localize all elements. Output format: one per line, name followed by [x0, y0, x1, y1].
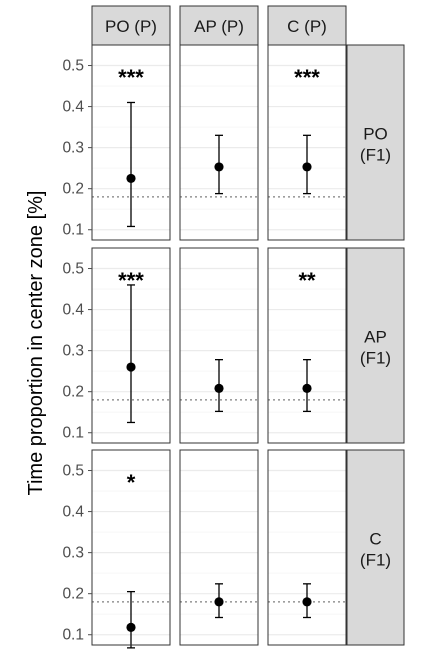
y-tick-label: 0.3	[62, 140, 84, 157]
data-point	[126, 173, 136, 184]
data-point	[126, 362, 136, 372]
facet-panel: ***	[267, 44, 347, 241]
y-tick-label: 0.5	[62, 463, 84, 480]
column-strip	[267, 5, 347, 46]
data-point	[302, 383, 312, 393]
significance-marker: ***	[118, 268, 144, 293]
column-strip-label: AP (P)	[194, 17, 244, 36]
significance-marker: **	[298, 268, 316, 293]
panel-border	[267, 449, 347, 646]
y-tick-label: 0.4	[62, 99, 84, 116]
y-tick-label: 0.3	[62, 545, 84, 562]
significance-marker: ***	[118, 65, 144, 90]
panel-border	[179, 449, 259, 646]
y-tick-label: 0.3	[62, 343, 84, 360]
row-strip-label: (F1)	[360, 551, 391, 570]
facet-panel	[179, 449, 259, 646]
y-tick-label: 0.5	[62, 58, 84, 75]
y-tick-label: 0.1	[62, 425, 84, 442]
facet-panel	[267, 449, 347, 646]
row-strip	[346, 44, 405, 241]
panel-border	[267, 247, 347, 444]
row-strip-label: (F1)	[360, 349, 391, 368]
panel-border	[179, 247, 259, 444]
row-strip-label: PO	[363, 125, 388, 144]
y-tick-label: 0.2	[62, 181, 84, 198]
y-tick-label: 0.1	[62, 222, 84, 239]
row-strip-label: AP	[364, 328, 387, 347]
data-point	[126, 622, 136, 632]
y-tick-label: 0.2	[62, 384, 84, 401]
y-tick-label: 0.5	[62, 261, 84, 278]
row-strip-label: (F1)	[360, 146, 391, 165]
panel-border	[91, 449, 171, 646]
facet-panel	[179, 44, 259, 241]
data-point	[302, 162, 312, 172]
column-strip-label: PO (P)	[105, 17, 157, 36]
row-strip-label: C	[369, 530, 381, 549]
facet-panel: ***	[91, 44, 171, 241]
panel-background	[180, 248, 258, 443]
data-point	[214, 383, 224, 393]
panel-border	[267, 44, 347, 241]
data-point	[302, 597, 312, 607]
facet-panel	[179, 247, 259, 444]
significance-marker: ***	[294, 65, 320, 90]
column-strip-label: C (P)	[287, 17, 327, 36]
facet-panel: *	[91, 449, 171, 649]
data-point	[214, 162, 224, 172]
significance-marker: *	[127, 470, 136, 495]
row-strip	[346, 247, 405, 444]
panel-border	[91, 44, 171, 241]
y-tick-label: 0.1	[62, 627, 84, 644]
row-strip	[346, 449, 405, 646]
column-strip	[179, 5, 259, 46]
column-strip	[91, 5, 171, 46]
y-axis-label: Time proportion in center zone [%]	[25, 191, 47, 496]
panel-border	[179, 44, 259, 241]
facet-panel: ***	[91, 247, 171, 444]
panel-border	[91, 247, 171, 444]
data-point	[214, 597, 224, 607]
y-tick-label: 0.4	[62, 302, 84, 319]
y-tick-label: 0.4	[62, 504, 84, 521]
y-tick-label: 0.2	[62, 586, 84, 603]
facet-panel: **	[267, 247, 347, 444]
